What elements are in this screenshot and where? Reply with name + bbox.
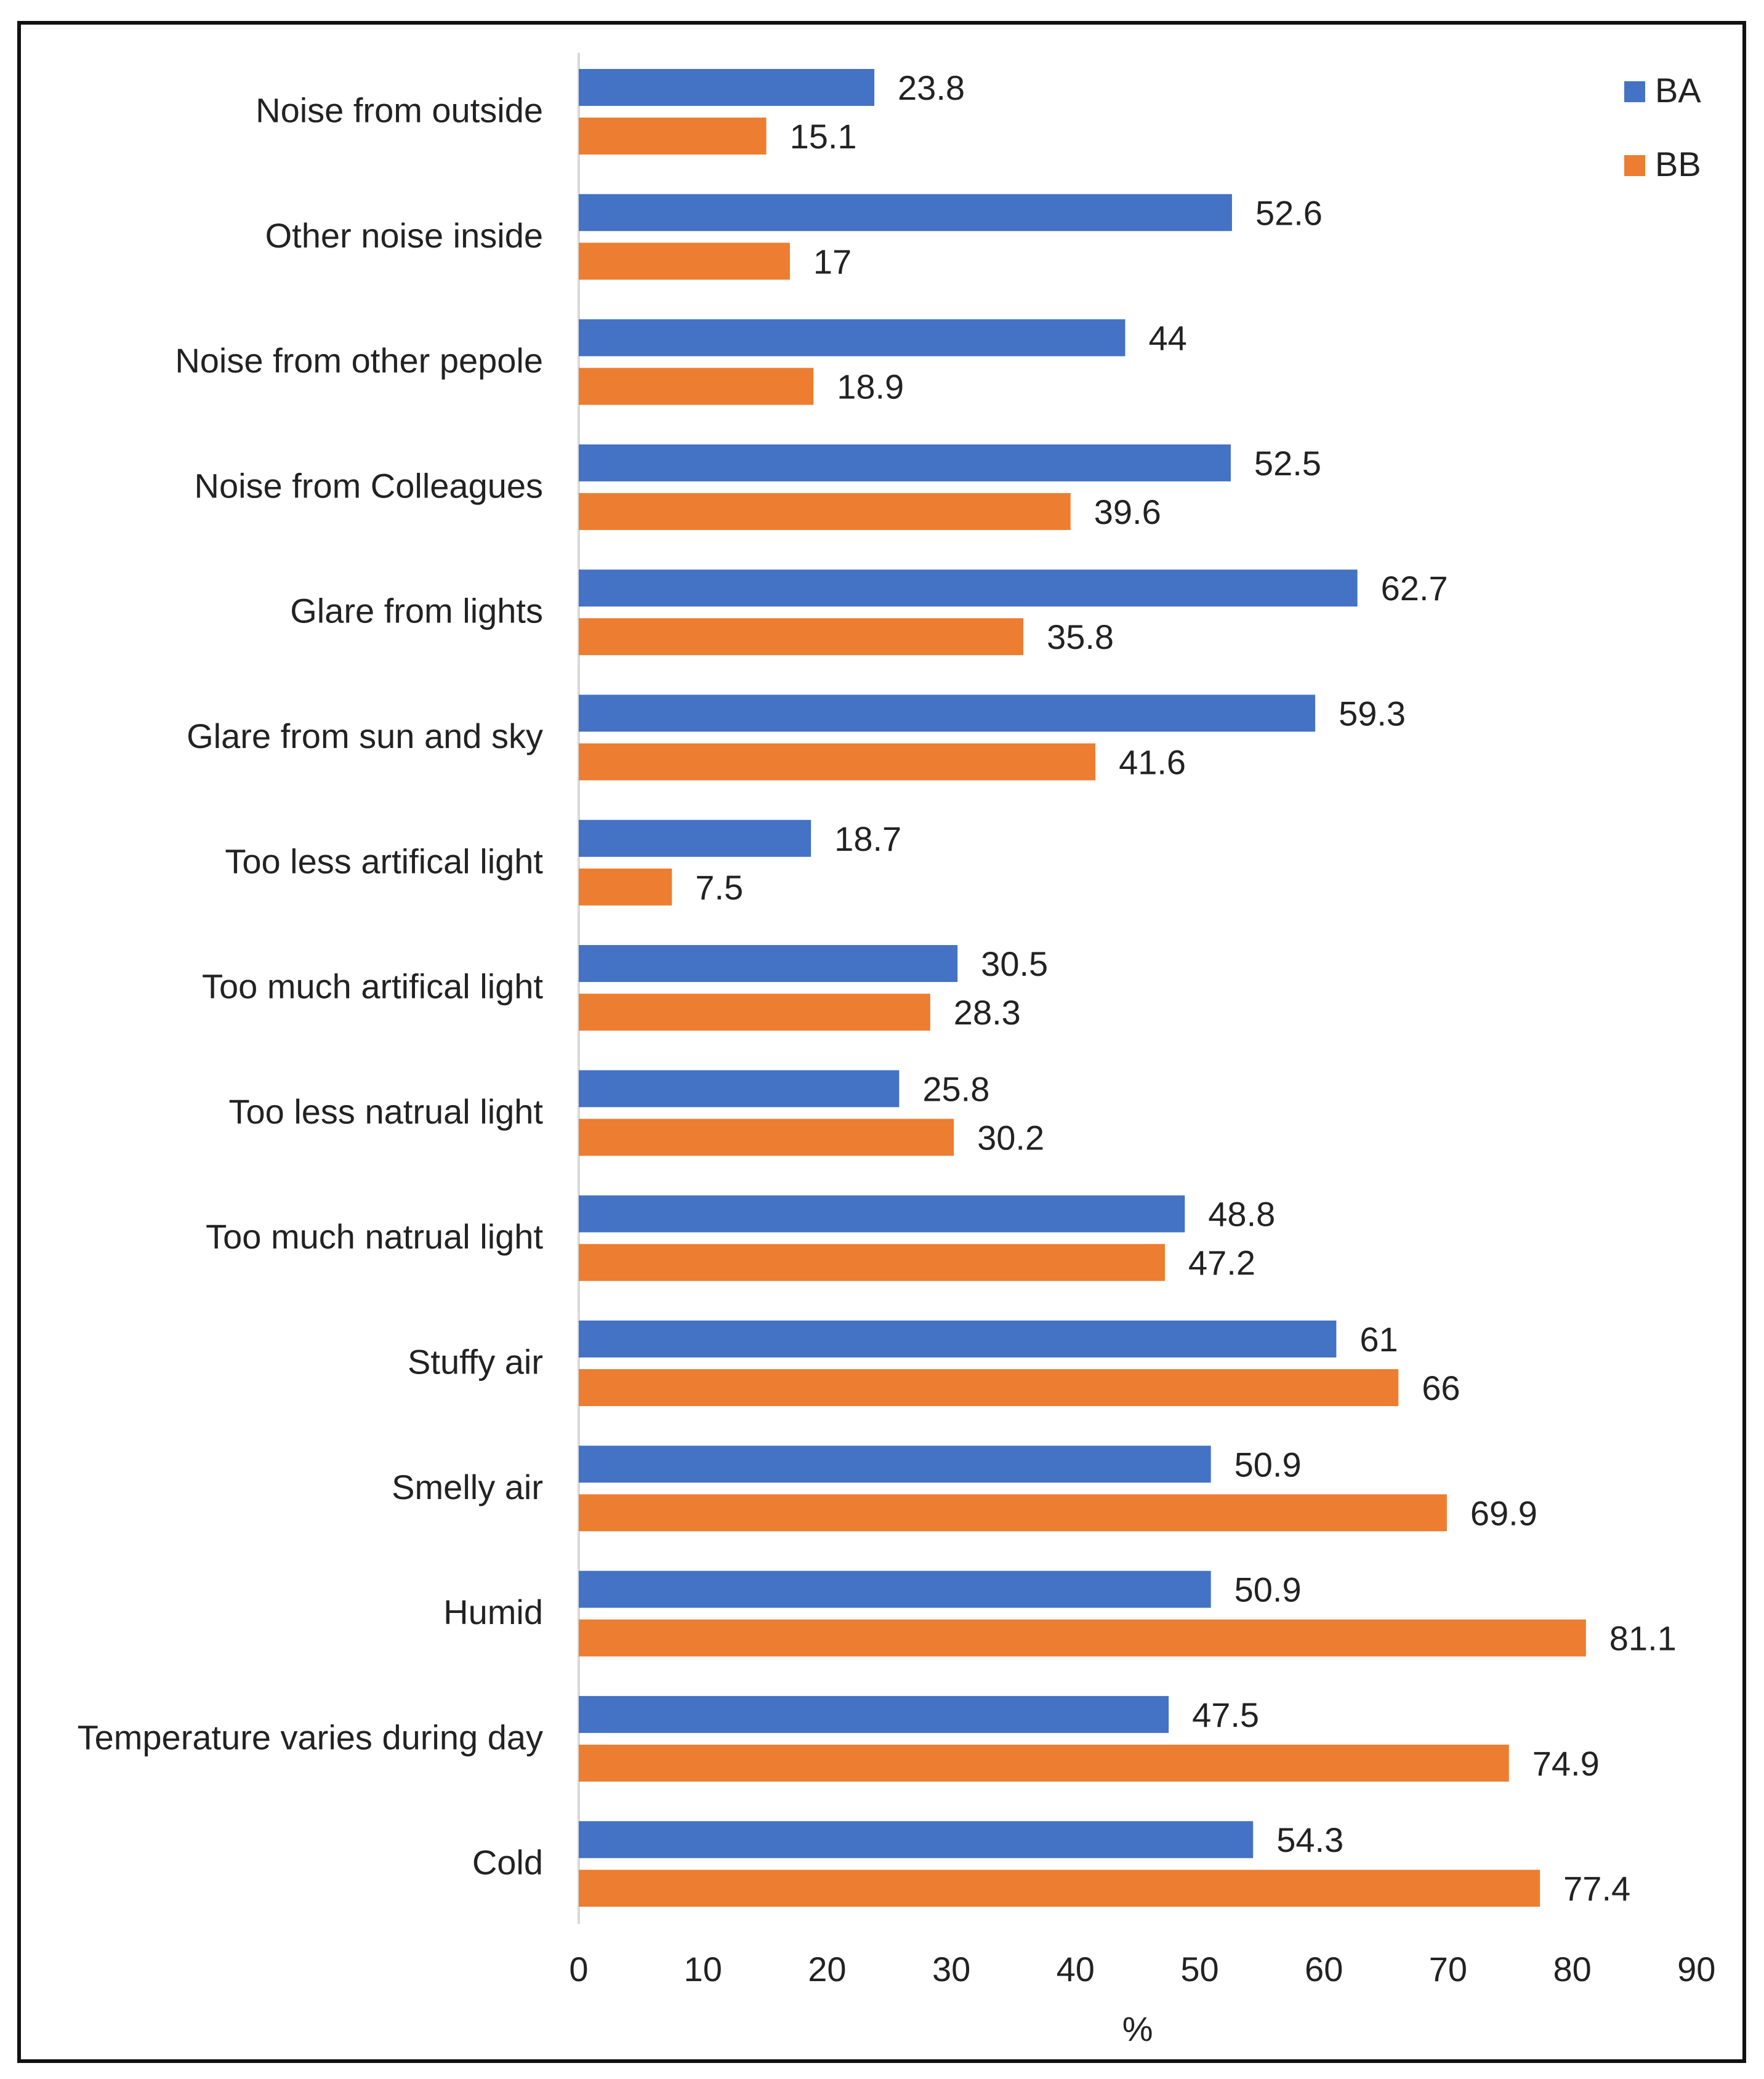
bar-ba [579, 194, 1232, 231]
x-tick-label: 50 [1180, 1950, 1218, 1989]
data-label-bb: 30.2 [977, 1118, 1044, 1157]
bar-bb [579, 243, 790, 280]
x-tick-label: 10 [684, 1950, 722, 1989]
data-label-ba: 47.5 [1192, 1695, 1259, 1734]
category-label: Other noise inside [265, 216, 543, 255]
bar-bb [579, 368, 814, 405]
bar-ba [579, 1695, 1169, 1733]
bar-bb [579, 1369, 1399, 1406]
data-label-ba: 48.8 [1208, 1195, 1275, 1234]
x-tick-label: 80 [1553, 1950, 1591, 1989]
bar-bb [579, 1119, 954, 1156]
bar-ba [579, 1321, 1337, 1357]
data-label-ba: 62.7 [1381, 569, 1448, 608]
bar-bb [579, 743, 1096, 781]
legend-label-bb: BB [1655, 145, 1701, 183]
bar-ba [579, 819, 812, 857]
category-label: Too much artifical light [202, 967, 543, 1006]
data-label-bb: 66 [1422, 1369, 1460, 1407]
data-label-ba: 52.6 [1255, 193, 1323, 232]
data-label-ba: 30.5 [981, 944, 1048, 983]
data-label-ba: 18.7 [834, 819, 901, 858]
category-label: Glare from lights [290, 592, 543, 630]
data-label-ba: 50.9 [1234, 1570, 1302, 1609]
data-label-ba: 44 [1148, 319, 1186, 358]
data-label-ba: 25.8 [922, 1069, 989, 1108]
data-label-bb: 18.9 [837, 368, 904, 406]
category-label: Too less natrual light [228, 1092, 543, 1131]
bar-ba [579, 1446, 1211, 1483]
data-label-ba: 52.5 [1254, 444, 1321, 483]
data-label-bb: 69.9 [1470, 1494, 1537, 1532]
data-label-bb: 77.4 [1563, 1869, 1630, 1908]
data-label-ba: 54.3 [1276, 1820, 1343, 1859]
category-label: Temperature varies during day [78, 1718, 543, 1756]
data-label-bb: 41.6 [1119, 743, 1186, 782]
category-label: Humid [443, 1593, 543, 1631]
data-label-ba: 50.9 [1234, 1445, 1302, 1484]
bar-ba [579, 1821, 1254, 1859]
bar-bb [579, 868, 672, 906]
bar-ba [579, 945, 958, 983]
bar-bb [579, 1744, 1509, 1782]
bar-bb [579, 493, 1071, 530]
bar-bb [579, 1870, 1540, 1907]
data-label-ba: 59.3 [1339, 694, 1406, 733]
data-label-bb: 15.1 [790, 117, 857, 156]
bar-ba [579, 1070, 900, 1108]
legend-label-ba: BA [1655, 71, 1701, 110]
category-label: Smelly air [392, 1468, 543, 1506]
bar-ba [579, 444, 1231, 481]
bar-bb [579, 1244, 1166, 1281]
x-tick-label: 20 [808, 1950, 846, 1989]
bar-bb [579, 1619, 1586, 1657]
category-label: Noise from Colleagues [195, 466, 543, 505]
data-label-ba: 61 [1359, 1320, 1398, 1359]
bar-bb [579, 994, 930, 1031]
data-label-bb: 81.1 [1609, 1619, 1677, 1658]
category-label: Stuffy air [408, 1343, 543, 1381]
bar-ba [579, 319, 1126, 356]
bar-ba [579, 569, 1358, 607]
bar-bb [579, 1494, 1447, 1532]
bar-bb [579, 618, 1024, 656]
data-label-ba: 23.8 [898, 68, 965, 107]
data-label-bb: 39.6 [1094, 493, 1161, 531]
x-tick-label: 60 [1305, 1950, 1343, 1989]
category-label: Glare from sun and sky [187, 717, 543, 755]
bar-ba [579, 1195, 1185, 1233]
category-label: Too much natrual light [206, 1217, 543, 1256]
x-tick-label: 70 [1429, 1950, 1467, 1989]
data-label-bb: 35.8 [1047, 617, 1114, 656]
category-label: Noise from other pepole [175, 341, 543, 380]
bar-ba [579, 694, 1316, 732]
category-label: Cold [472, 1843, 543, 1882]
x-tick-label: 0 [569, 1950, 588, 1989]
category-label: Too less artifical light [225, 842, 543, 880]
bar-bb [579, 118, 767, 155]
x-tick-label: 40 [1057, 1950, 1095, 1989]
bar-ba [579, 1570, 1211, 1608]
x-tick-label: 30 [932, 1950, 970, 1989]
data-label-bb: 7.5 [695, 868, 743, 907]
bar-ba [579, 69, 875, 106]
data-label-bb: 28.3 [954, 993, 1021, 1032]
data-label-bb: 74.9 [1532, 1744, 1600, 1783]
data-label-bb: 17 [813, 242, 852, 281]
legend-swatch-bb [1624, 155, 1645, 176]
category-label: Noise from outside [256, 91, 543, 130]
x-axis-title: % [1122, 2009, 1153, 2048]
data-label-bb: 47.2 [1188, 1244, 1255, 1282]
bar-chart: Noise from outside 23.8 15.1 Other noise in… [78, 53, 1715, 2048]
legend-swatch-ba [1624, 81, 1645, 102]
x-tick-label: 90 [1677, 1950, 1715, 1989]
chart-frame: Noise from outside 23.8 15.1 Other noise in… [17, 21, 1746, 2063]
